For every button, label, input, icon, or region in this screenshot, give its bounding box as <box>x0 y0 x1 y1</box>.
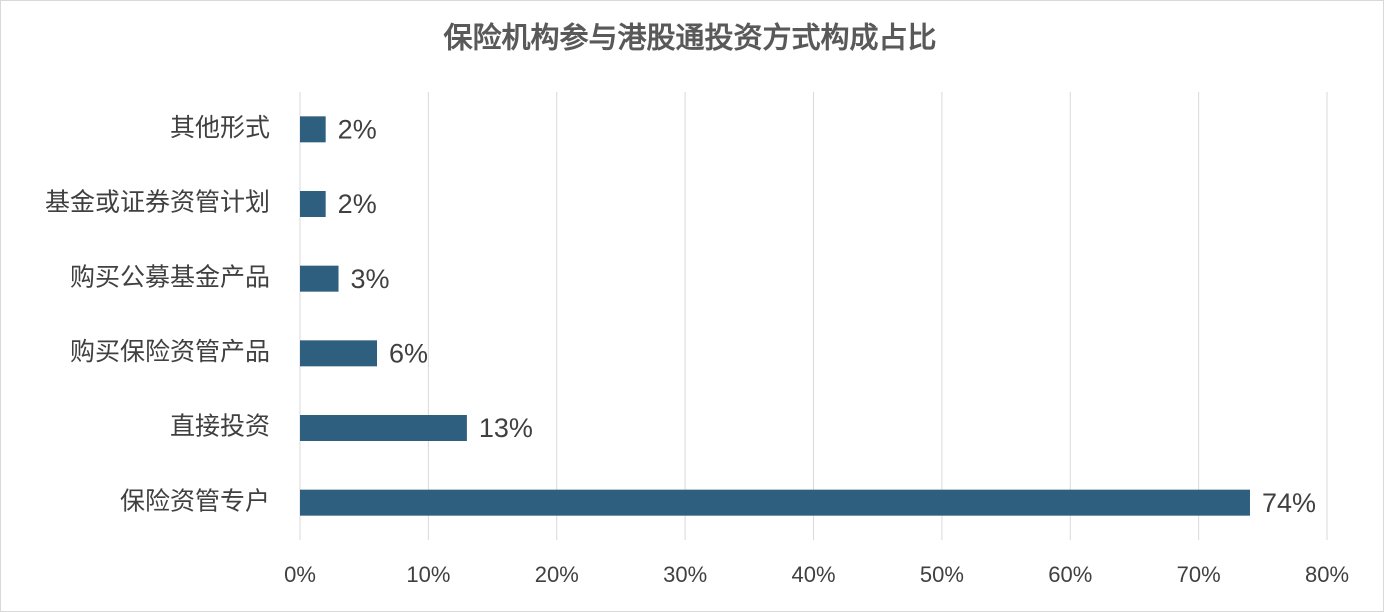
y-tick-label: 购买保险资管产品 <box>70 338 270 366</box>
data-label: 3% <box>351 264 390 294</box>
bar <box>300 340 378 367</box>
bar <box>300 415 467 441</box>
y-tick-label: 保险资管专户 <box>120 487 270 515</box>
bar <box>300 489 1250 516</box>
bar <box>300 116 326 143</box>
data-label: 6% <box>389 338 428 368</box>
y-tick-label: 基金或证券资管计划 <box>45 189 270 217</box>
x-tick-label: 30% <box>663 562 707 587</box>
x-tick-label: 50% <box>920 562 964 587</box>
bar <box>300 191 326 217</box>
x-tick-label: 70% <box>1177 562 1221 587</box>
data-label: 74% <box>1262 488 1316 518</box>
x-tick-label: 60% <box>1048 562 1092 587</box>
data-label: 2% <box>338 189 377 219</box>
x-tick-label: 10% <box>406 562 450 587</box>
bar <box>300 265 339 292</box>
chart-title: 保险机构参与港股通投资方式构成占比 <box>442 21 936 55</box>
x-tick-label: 0% <box>284 562 316 587</box>
data-label: 13% <box>479 413 533 443</box>
y-tick-label: 直接投资 <box>170 413 270 441</box>
y-tick-label: 购买公募基金产品 <box>70 263 270 291</box>
x-tick-label: 40% <box>791 562 835 587</box>
x-tick-label: 20% <box>535 562 579 587</box>
x-tick-label: 80% <box>1305 562 1349 587</box>
data-label: 2% <box>338 114 377 144</box>
y-tick-label: 其他形式 <box>170 114 270 142</box>
